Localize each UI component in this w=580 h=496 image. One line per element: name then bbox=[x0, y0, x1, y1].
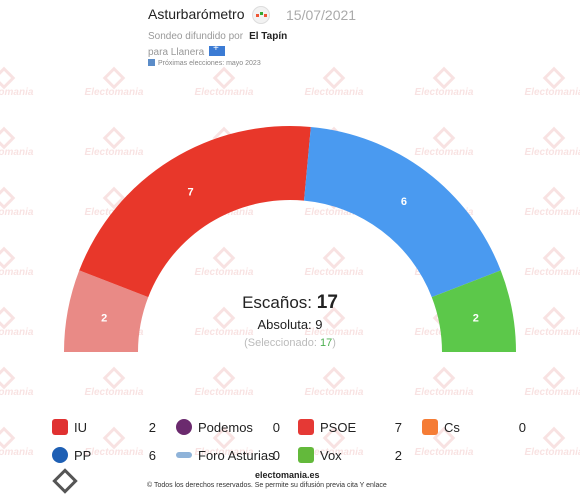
header: Asturbarómetro 15/07/2021 Sondeo difundi… bbox=[148, 6, 448, 67]
legend-item-vox[interactable]: Vox 2 bbox=[298, 447, 408, 465]
legend-item-pp[interactable]: PP 6 bbox=[52, 447, 162, 465]
legend-value: 0 bbox=[272, 420, 280, 435]
vox-icon bbox=[298, 447, 314, 463]
next-elections-text: Próximas elecciones: mayo 2023 bbox=[158, 60, 261, 67]
legend-item-psoe[interactable]: PSOE 7 bbox=[298, 419, 408, 437]
iu-icon bbox=[52, 419, 68, 435]
party-legend: IU 2 Podemos 0 PSOE 7 Cs 0 PP 6 Foro Ast… bbox=[0, 414, 580, 474]
cs-icon bbox=[422, 419, 438, 435]
region-line: para Llanera bbox=[148, 43, 225, 58]
poll-logo-icon bbox=[252, 6, 270, 24]
legend-item-cs[interactable]: Cs 0 bbox=[422, 419, 532, 437]
legend-value: 6 bbox=[148, 448, 156, 463]
podemos-icon bbox=[176, 419, 192, 435]
page-title: Asturbarómetro bbox=[148, 6, 245, 22]
pp-icon bbox=[52, 447, 68, 463]
legend-item-podemos[interactable]: Podemos 0 bbox=[176, 419, 286, 437]
seat-count-label: 2 bbox=[101, 312, 107, 324]
selected-prefix: (Seleccionado: bbox=[244, 337, 320, 349]
hemicycle-segment-psoe[interactable] bbox=[79, 125, 311, 298]
foro-asturias-icon bbox=[176, 452, 192, 458]
legend-value: 0 bbox=[518, 420, 526, 435]
psoe-icon bbox=[298, 419, 314, 435]
pollster-prefix: Sondeo difundido por bbox=[148, 31, 244, 42]
seats-label: Escaños: bbox=[242, 293, 313, 312]
legend-name: Cs bbox=[444, 420, 460, 435]
legend-item-foro-asturias[interactable]: Foro Asturias 0 bbox=[176, 447, 286, 465]
legend-name: PP bbox=[74, 448, 92, 463]
footer-copyright: © Todos los derechos reservados. Se perm… bbox=[147, 482, 387, 489]
pollster-name: El Tapín bbox=[249, 31, 288, 42]
seats-value: 17 bbox=[316, 292, 338, 313]
legend-name: Vox bbox=[320, 448, 342, 463]
legend-value: 0 bbox=[272, 448, 280, 463]
hemicycle-segment-vox[interactable] bbox=[431, 270, 516, 352]
footer-site: electomania.es bbox=[255, 470, 320, 480]
hemicycle-chart: 2 7 6 2 bbox=[64, 125, 516, 352]
legend-value: 7 bbox=[394, 420, 402, 435]
poll-date: 15/07/2021 bbox=[286, 7, 357, 23]
seat-count-label: 2 bbox=[473, 312, 479, 324]
region-flag-icon bbox=[208, 43, 225, 56]
hemicycle-segment-pp[interactable] bbox=[304, 126, 501, 298]
region-name: para Llanera bbox=[148, 47, 205, 58]
selected-suffix: ) bbox=[332, 337, 336, 349]
legend-value: 2 bbox=[394, 448, 402, 463]
legend-value: 2 bbox=[148, 420, 156, 435]
ballot-box-icon bbox=[148, 59, 155, 66]
absolute-majority: Absoluta: 9 bbox=[257, 317, 323, 332]
legend-name: IU bbox=[74, 420, 87, 435]
legend-name: PSOE bbox=[320, 420, 357, 435]
legend-name: Podemos bbox=[198, 420, 253, 435]
hemicycle-segment-iu[interactable] bbox=[64, 270, 149, 352]
seat-count-label: 7 bbox=[187, 186, 193, 198]
legend-item-iu[interactable]: IU 2 bbox=[52, 419, 162, 437]
seats-total: Escaños: 17 bbox=[190, 292, 390, 314]
selected-value: 17 bbox=[319, 337, 333, 349]
selected-seats: (Seleccionado: 17) bbox=[190, 337, 390, 349]
pollster-line: Sondeo difundido por El Tapín bbox=[148, 31, 287, 42]
next-elections-line: Próximas elecciones: mayo 2023 bbox=[148, 59, 261, 67]
legend-name: Foro Asturias bbox=[198, 448, 275, 463]
seat-count-label: 6 bbox=[401, 196, 407, 208]
